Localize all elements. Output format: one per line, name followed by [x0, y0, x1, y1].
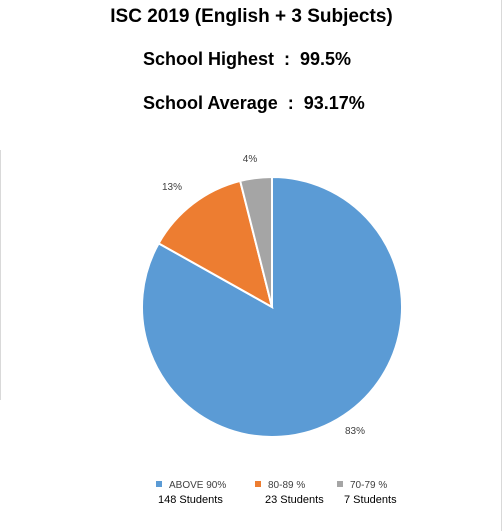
school-average-text: School Average : 93.17% [143, 93, 365, 113]
pie-slice-70-79 [238, 175, 273, 308]
legend-item-70-79: 70-79 % 7 Students [337, 480, 397, 506]
chart-title: ISC 2019 (English + 3 Subjects) [110, 6, 393, 27]
legend-label-above-90: ABOVE 90% [169, 480, 227, 491]
frame-border-left [0, 150, 1, 400]
pie-slice-above-90 [141, 175, 403, 438]
legend-item-80-89: 80-89 % 23 Students [255, 480, 324, 506]
legend-count-above-90: 148 Students [158, 494, 223, 506]
legend-marker-80-89 [255, 481, 261, 487]
data-label-70-79: 4% [243, 154, 258, 165]
data-label-above-90: 83% [345, 426, 365, 437]
legend-count-70-79: 7 Students [344, 494, 397, 506]
legend-marker-70-79 [337, 481, 343, 487]
legend-label-80-89: 80-89 % [268, 480, 306, 491]
data-label-80-89: 13% [162, 182, 182, 193]
legend-label-70-79: 70-79 % [350, 480, 388, 491]
legend-item-above-90: ABOVE 90% 148 Students [156, 480, 227, 506]
frame-border-right [501, 0, 502, 531]
legend-marker-above-90 [156, 481, 162, 487]
pie-slice-80-89 [157, 179, 274, 310]
legend-count-80-89: 23 Students [265, 494, 324, 506]
school-highest-text: School Highest : 99.5% [143, 49, 352, 69]
